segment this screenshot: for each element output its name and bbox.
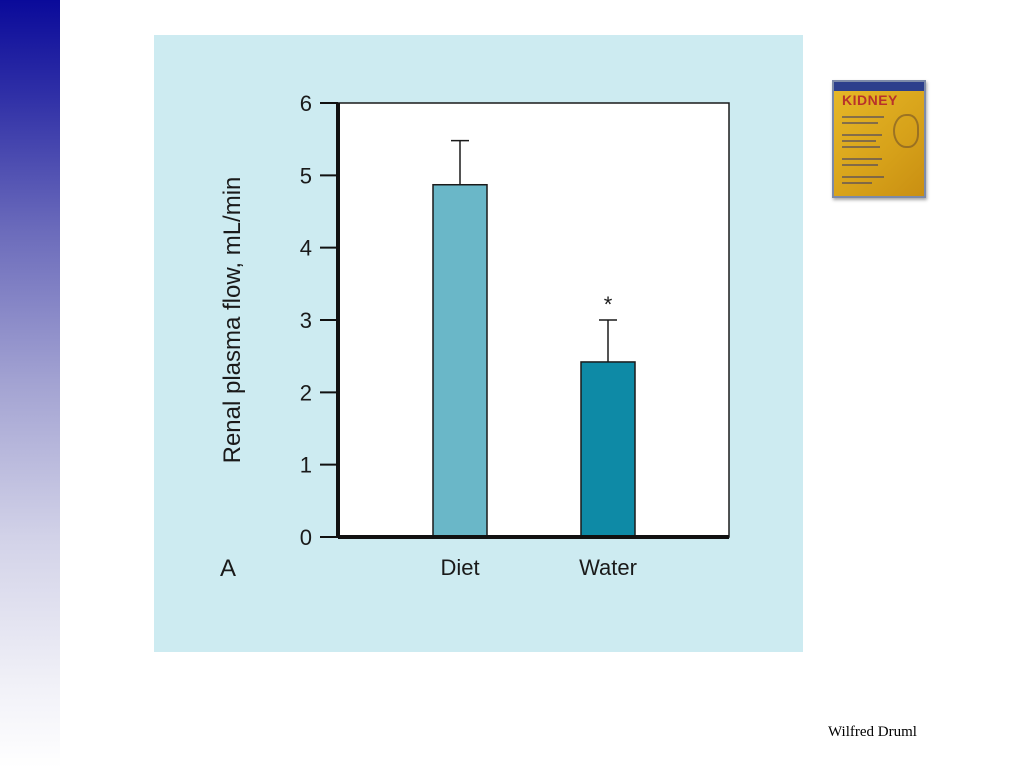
y-tick-label: 2 bbox=[300, 380, 312, 405]
panel-label: A bbox=[220, 555, 236, 582]
y-axis-title: Renal plasma flow, mL/min bbox=[219, 177, 246, 464]
plot-area bbox=[337, 102, 730, 538]
book-text-line bbox=[842, 122, 878, 124]
book-text-line bbox=[842, 146, 880, 148]
x-tick-label-water: Water bbox=[579, 555, 637, 580]
bar-diet bbox=[432, 183, 488, 538]
y-tick-label: 0 bbox=[300, 525, 312, 550]
book-text-line bbox=[842, 164, 878, 166]
book-text-line bbox=[842, 116, 884, 118]
error-bars bbox=[451, 139, 617, 362]
y-ticks: 0 1 2 3 4 5 6 bbox=[300, 91, 338, 550]
book-cover-band bbox=[834, 82, 924, 91]
book-text-line bbox=[842, 176, 884, 178]
x-tick-label-diet: Diet bbox=[440, 555, 479, 580]
book-text-line bbox=[842, 140, 876, 142]
annotations: * bbox=[604, 292, 613, 317]
kidney-book-cover-image: KIDNEY bbox=[832, 80, 926, 198]
book-title: KIDNEY bbox=[842, 92, 898, 108]
y-tick-label: 4 bbox=[300, 236, 312, 261]
book-text-line bbox=[842, 158, 882, 160]
footer-author: Wilfred Druml bbox=[828, 724, 917, 740]
significance-marker: * bbox=[604, 292, 613, 317]
book-text-line bbox=[842, 134, 882, 136]
y-tick-label: 6 bbox=[300, 91, 312, 116]
bar-chart: * 0 1 2 3 4 5 6 Diet Water Renal plasma flow, m… bbox=[219, 91, 730, 582]
kidney-icon bbox=[893, 114, 919, 148]
bars bbox=[432, 183, 636, 538]
book-text-line bbox=[842, 182, 872, 184]
x-tick-labels: Diet Water bbox=[440, 555, 636, 580]
y-tick-label: 3 bbox=[300, 308, 312, 333]
chart-panel: * 0 1 2 3 4 5 6 Diet Water Renal plasma flow, m… bbox=[154, 35, 803, 652]
sidebar-gradient bbox=[0, 0, 60, 768]
y-tick-label: 5 bbox=[300, 163, 312, 188]
y-tick-label: 1 bbox=[300, 453, 312, 478]
bar-water bbox=[580, 361, 636, 538]
